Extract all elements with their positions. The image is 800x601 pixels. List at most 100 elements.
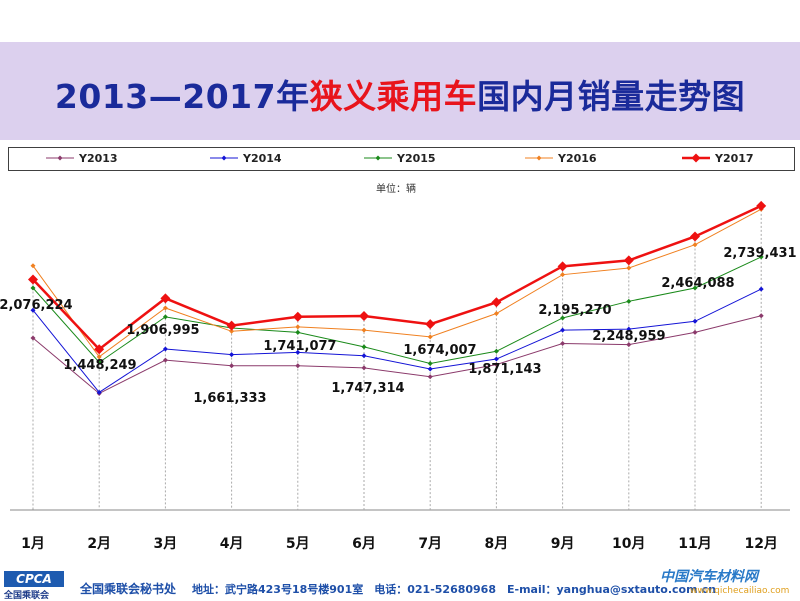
series-line-y2015 xyxy=(32,256,762,364)
x-tick-label: 5月 xyxy=(286,536,310,552)
data-point-y2016 xyxy=(229,328,235,334)
legend-swatch-marker xyxy=(536,155,542,161)
data-point-y2014 xyxy=(758,286,764,292)
data-label: 1,747,314 xyxy=(331,381,404,396)
x-tick-label: 4月 xyxy=(220,536,244,552)
data-point-y2015 xyxy=(162,314,168,320)
legend-swatch-marker xyxy=(221,155,227,161)
data-point-y2014 xyxy=(162,346,168,352)
data-label: 1,741,077 xyxy=(263,339,336,354)
data-point-y2014 xyxy=(361,353,367,359)
data-point-y2017 xyxy=(226,320,237,331)
data-point-y2017 xyxy=(491,297,502,308)
cpca-logo: CPCA xyxy=(4,571,64,587)
data-point-y2017 xyxy=(623,255,634,266)
data-point-y2016 xyxy=(96,354,102,360)
data-point-y2017 xyxy=(690,231,700,242)
data-point-y2017 xyxy=(557,261,568,272)
x-tick-label: 12月 xyxy=(744,536,777,552)
series-line-y2013 xyxy=(32,315,762,395)
data-point-y2014 xyxy=(692,318,698,324)
data-point-y2017 xyxy=(359,311,369,322)
legend-label: Y2017 xyxy=(714,152,754,165)
data-point-y2013 xyxy=(758,313,764,319)
title-banner xyxy=(0,42,800,140)
data-label: 2,195,270 xyxy=(538,303,611,318)
data-point-y2013 xyxy=(692,329,698,335)
footer-office: 全国乘联会秘书处 xyxy=(80,582,177,596)
watermark: 中国汽车材料网 xyxy=(660,569,758,585)
data-point-y2016 xyxy=(692,242,698,248)
data-point-y2017 xyxy=(292,311,303,322)
data-point-y2014 xyxy=(295,349,301,355)
unit-label: 单位：辆 xyxy=(376,184,416,195)
page-title: 2013—2017年狭义乘用车国内月销量走势图 xyxy=(0,70,800,118)
data-point-y2013 xyxy=(30,335,36,341)
x-tick-label: 8月 xyxy=(485,536,509,552)
data-point-y2017 xyxy=(756,200,767,211)
data-point-y2015 xyxy=(427,360,433,366)
title-part-category: 狭义乘用车 xyxy=(309,77,478,116)
data-point-y2015 xyxy=(758,254,764,260)
series-line-y2016 xyxy=(32,208,762,358)
data-point-y2014 xyxy=(560,327,566,333)
data-point-y2016 xyxy=(30,263,36,269)
data-point-y2014 xyxy=(96,389,102,395)
x-tick-label: 7月 xyxy=(418,536,442,552)
cpca-logo-subtitle: 全国乘联会 xyxy=(4,591,50,601)
data-point-y2017 xyxy=(94,344,105,355)
data-point-y2013 xyxy=(493,362,499,368)
legend-label: Y2013 xyxy=(78,152,118,165)
legend-swatch-marker xyxy=(57,155,63,161)
data-point-y2013 xyxy=(626,342,632,348)
data-point-y2015 xyxy=(96,359,102,365)
data-point-y2015 xyxy=(493,348,499,354)
data-point-y2016 xyxy=(493,311,499,317)
data-point-y2016 xyxy=(295,324,301,330)
data-point-y2017 xyxy=(28,274,38,285)
data-point-y2016 xyxy=(560,272,566,278)
legend-label: Y2016 xyxy=(557,152,597,165)
data-label: 2,739,431 xyxy=(723,246,796,261)
data-point-y2015 xyxy=(626,298,632,304)
x-tick-label: 10月 xyxy=(612,536,645,552)
title-part-subject: 国内月销量走势图 xyxy=(477,77,746,116)
data-point-y2013 xyxy=(427,374,433,380)
series-line-y2014 xyxy=(32,288,762,394)
legend-label: Y2014 xyxy=(242,152,282,165)
data-label: 1,674,007 xyxy=(403,343,476,358)
data-point-y2014 xyxy=(229,352,235,358)
data-point-y2014 xyxy=(493,356,499,362)
x-tick-label: 1月 xyxy=(21,536,45,552)
data-label: 1,661,333 xyxy=(193,391,266,406)
title-part-years: 2013—2017年 xyxy=(54,77,310,116)
data-point-y2015 xyxy=(692,285,698,291)
data-point-y2016 xyxy=(427,334,433,340)
legend-label: Y2015 xyxy=(396,152,436,165)
data-point-y2017 xyxy=(160,293,171,304)
legend-swatch-marker xyxy=(691,153,701,163)
data-point-y2014 xyxy=(30,307,36,313)
data-label: 2,076,224 xyxy=(0,298,73,313)
legend-swatch-marker xyxy=(375,155,381,161)
data-point-y2014 xyxy=(427,366,433,372)
data-point-y2016 xyxy=(361,327,367,333)
footer-address: 地址：武宁路423号18号楼901室 电话：021-52680968 E-mai… xyxy=(192,583,717,596)
watermark-url: www.qichecailiao.com xyxy=(690,586,790,596)
x-tick-label: 9月 xyxy=(551,536,575,552)
series-line-y2017 xyxy=(32,204,762,351)
data-label: 1,906,995 xyxy=(126,323,199,338)
data-point-y2015 xyxy=(361,344,367,350)
data-point-y2015 xyxy=(560,315,566,321)
x-tick-label: 2月 xyxy=(87,536,111,552)
data-label: 2,464,088 xyxy=(661,276,734,291)
data-point-y2013 xyxy=(295,363,301,369)
x-tick-label: 6月 xyxy=(352,536,376,552)
data-point-y2013 xyxy=(560,341,566,346)
x-tick-label: 11月 xyxy=(678,536,711,552)
data-point-y2013 xyxy=(361,365,367,371)
data-label: 1,871,143 xyxy=(468,362,541,377)
chart-legend xyxy=(8,147,795,171)
x-tick-label: 3月 xyxy=(154,536,178,552)
